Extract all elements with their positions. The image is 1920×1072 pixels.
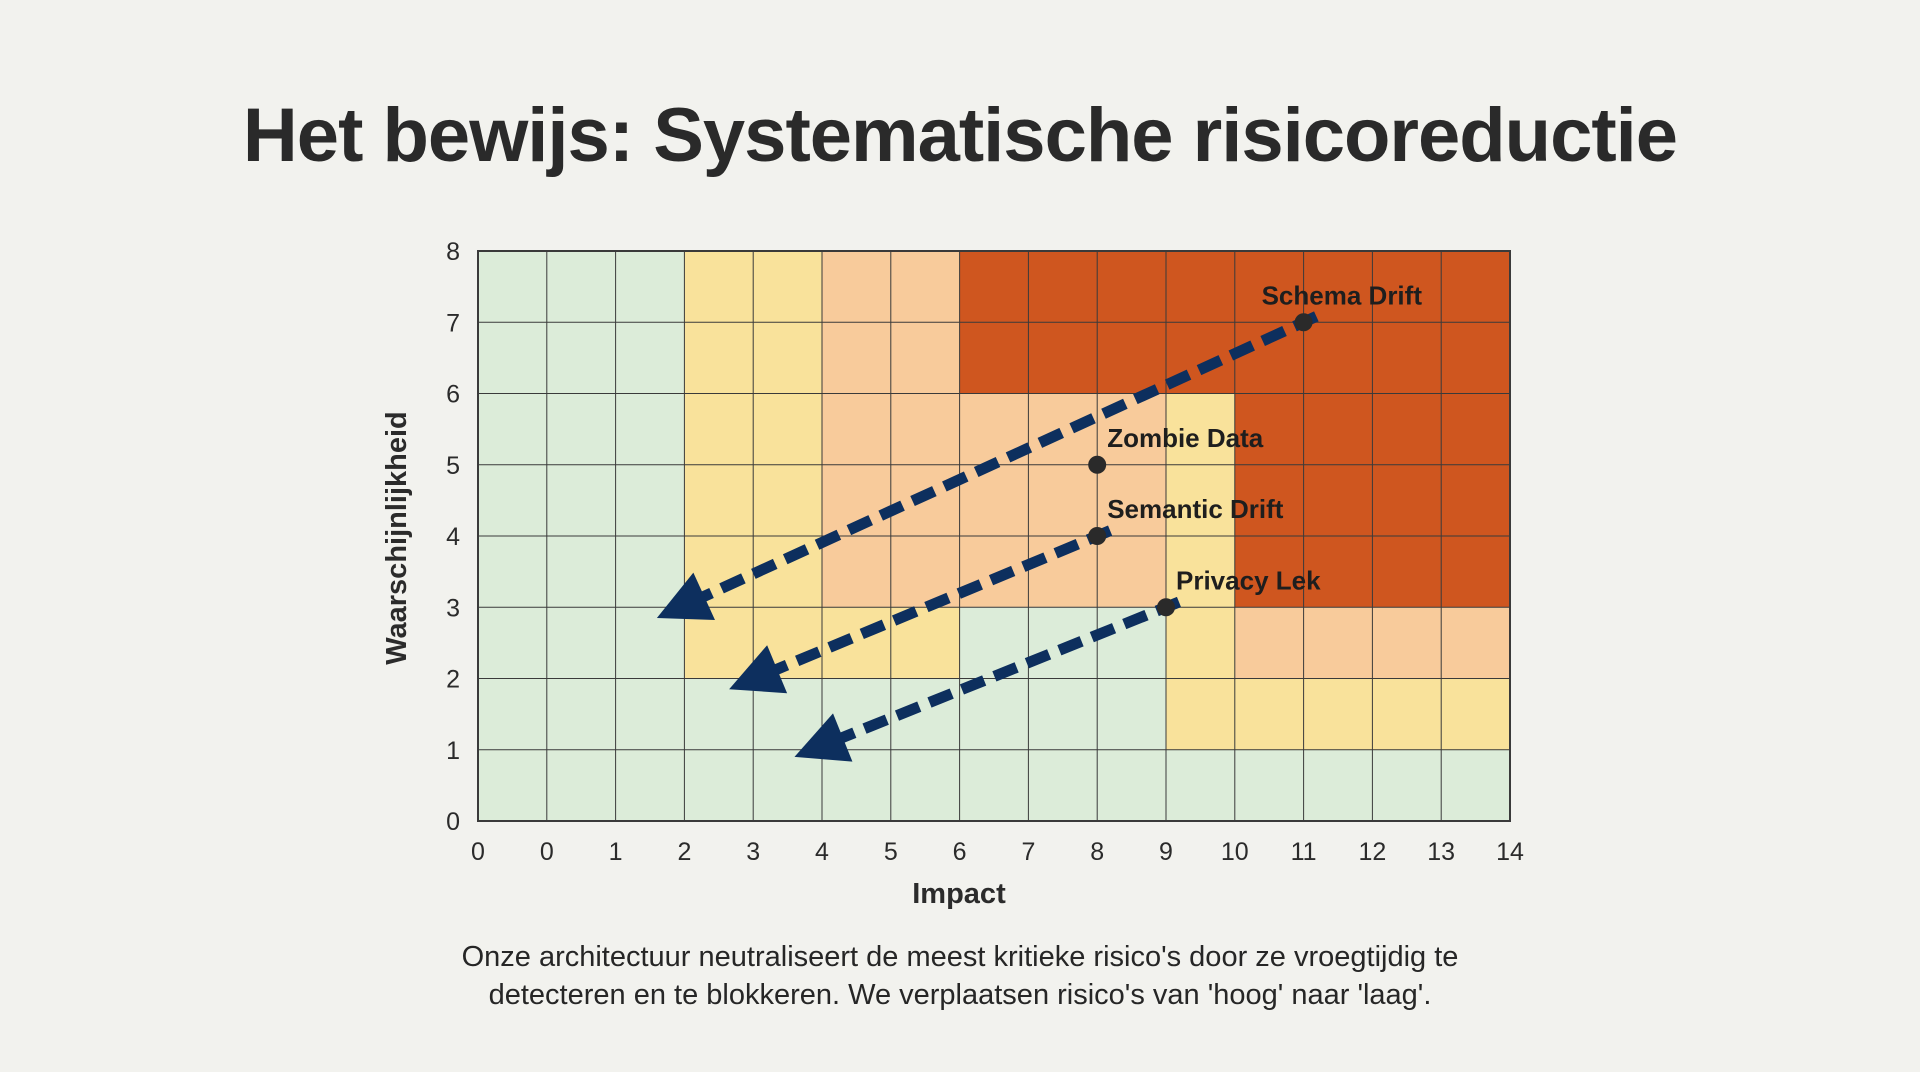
x-tick-label: 0 (540, 838, 554, 866)
reduction-arrow-shaft (698, 311, 1319, 603)
reduction-arrow-head (729, 645, 788, 694)
risk-point-label: Privacy Lek (1176, 565, 1321, 595)
plot-frame (477, 250, 1511, 822)
reduction-arrow-shaft (836, 596, 1182, 745)
y-tick-label: 0 (446, 808, 460, 836)
x-tick-label: 6 (953, 838, 967, 866)
x-tick-label: 3 (746, 838, 760, 866)
reduction-arrow-head (656, 572, 715, 620)
x-tick-label: 7 (1021, 838, 1035, 866)
risk-zone-high (822, 393, 1166, 608)
x-tick-label: 10 (1221, 838, 1249, 866)
y-tick-label: 8 (446, 238, 460, 266)
risk-point (1294, 313, 1313, 332)
x-tick-label: 11 (1291, 838, 1317, 866)
x-tick-label: 1 (609, 838, 623, 866)
risk-point (1088, 455, 1107, 474)
reduction-arrow-head (794, 713, 853, 762)
reduction-arrow-shaft (771, 525, 1113, 676)
risk-point-label: Zombie Data (1107, 423, 1264, 453)
x-tick-label: 13 (1427, 838, 1455, 866)
y-tick-label: 5 (446, 452, 460, 480)
y-tick-label: 1 (446, 737, 460, 765)
y-tick-label: 4 (446, 523, 460, 551)
x-tick-label: 4 (815, 838, 829, 866)
y-axis-label: Waarschijnlijkheid (381, 411, 413, 665)
caption-line-2: detecteren en te blokkeren. We verplaats… (488, 979, 1432, 1011)
risk-point (1088, 527, 1107, 545)
y-tick-label: 7 (446, 309, 460, 337)
y-tick-label: 2 (446, 666, 460, 694)
caption-line-1: Onze architectuur neutraliseert de meest… (461, 941, 1459, 973)
x-tick-label: 0 (471, 838, 485, 866)
y-tick-label: 3 (446, 594, 460, 622)
x-tick-label: 2 (677, 838, 691, 866)
risk-points: Schema Drift Zombie Data Semantic Drift Pri… (1088, 280, 1423, 617)
caption: Onze architectuur neutraliseert de meest… (0, 938, 1920, 1014)
risk-point-label: Semantic Drift (1107, 494, 1284, 524)
x-tick-label: 12 (1358, 838, 1386, 866)
x-tick-label: 8 (1090, 838, 1104, 866)
x-tick-label: 9 (1159, 838, 1173, 866)
page-title: Het bewijs: Systematische risicoreductie (242, 93, 1678, 178)
risk-matrix-chart: 0 0 1 2 3 4 5 6 7 8 9 10 11 12 13 14012345678ImpactWaar… (381, 238, 1524, 910)
x-tick-label: 5 (884, 838, 898, 866)
y-tick-label: 6 (446, 381, 460, 409)
risk-point (1157, 598, 1175, 617)
x-tick-label: 14 (1496, 838, 1524, 866)
reduction-arrows (656, 311, 1319, 762)
risk-point-label: Schema Drift (1262, 280, 1423, 310)
x-axis-label: Impact (912, 878, 1006, 910)
